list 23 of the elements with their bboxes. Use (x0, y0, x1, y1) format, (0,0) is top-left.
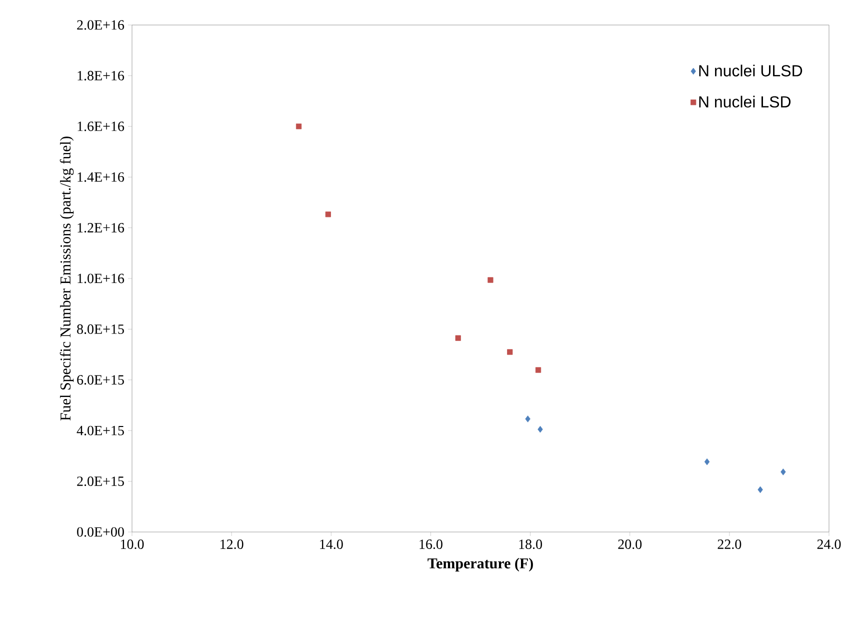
y-tick-label: 0.0E+00 (77, 527, 124, 537)
x-tick-label: 18.0 (519, 540, 542, 550)
x-tick-label: 10.0 (120, 540, 144, 550)
y-tick-label: 2.0E+16 (77, 20, 124, 30)
x-tick-label: 12.0 (220, 540, 244, 550)
legend-label: N nuclei LSD (699, 96, 791, 108)
x-tick-label: 22.0 (718, 540, 742, 550)
legend-label: N nuclei ULSD (699, 64, 802, 76)
y-tick-label: 1.4E+16 (78, 172, 124, 182)
x-tick-label: 24.0 (817, 540, 841, 550)
x-tick-label: 20.0 (618, 540, 642, 550)
y-tick-label: 1.6E+16 (78, 122, 124, 132)
y-tick-label: 8.0E+15 (77, 324, 124, 334)
x-tick-label: 14.0 (320, 540, 343, 550)
y-axis-title: Fuel Specific Number Emissions (part./kg fuel) (60, 136, 74, 421)
y-tick-label: 1.8E+16 (78, 70, 124, 80)
x-tick-label: 16.0 (420, 540, 442, 550)
y-tick-label: 4.0E+15 (76, 426, 124, 436)
y-tick-label: 6.0E+15 (77, 375, 124, 385)
y-tick-label: 1.2E+16 (78, 223, 124, 233)
y-tick-label: 2.0E+15 (77, 476, 124, 486)
x-axis-title: Temperature (F) (428, 558, 533, 572)
y-tick-label: 1.0E+16 (78, 274, 124, 284)
